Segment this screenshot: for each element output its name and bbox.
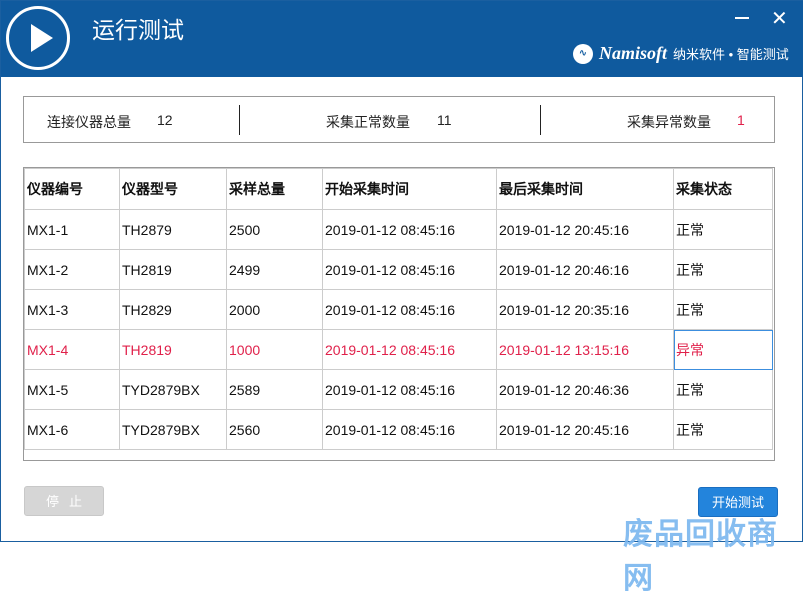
cell-start-time[interactable]: 2019-01-12 08:45:16 xyxy=(322,289,497,330)
cell-last-time[interactable]: 2019-01-12 20:46:16 xyxy=(496,249,674,290)
brand-tagline: 纳米软件 • 智能测试 xyxy=(673,47,789,62)
cell-samples[interactable]: 1000 xyxy=(226,329,323,370)
cell-start-time[interactable]: 2019-01-12 08:45:16 xyxy=(322,369,497,410)
play-icon xyxy=(6,6,70,70)
brand-logo: Namisoft xyxy=(599,43,668,63)
instrument-table: 仪器编号 仪器型号 采样总量 开始采集时间 最后采集时间 采集状态 MX1-1 T… xyxy=(23,167,775,461)
table-row[interactable]: MX1-1 TH2879 2500 2019-01-12 08:45:16 2019-0… xyxy=(24,209,773,250)
cell-last-time[interactable]: 2019-01-12 20:45:16 xyxy=(496,209,674,250)
table-row[interactable]: MX1-2 TH2819 2499 2019-01-12 08:45:16 2019-0… xyxy=(24,249,773,290)
cell-last-time[interactable]: 2019-01-12 20:46:36 xyxy=(496,369,674,410)
cell-samples[interactable]: 2589 xyxy=(226,369,323,410)
header-last-time[interactable]: 最后采集时间 xyxy=(496,168,674,210)
cell-status[interactable]: 异常 xyxy=(673,329,773,370)
table-row[interactable]: MX1-5 TYD2879BX 2589 2019-01-12 08:45:16 201… xyxy=(24,369,773,410)
close-button[interactable]: ✕ xyxy=(771,8,788,30)
cell-id[interactable]: MX1-1 xyxy=(24,209,120,250)
cell-id[interactable]: MX1-4 xyxy=(24,329,120,370)
header-model[interactable]: 仪器型号 xyxy=(119,168,227,210)
cell-status[interactable]: 正常 xyxy=(673,249,773,290)
table-row[interactable]: MX1-4 TH2819 1000 2019-01-12 08:45:16 2019-0… xyxy=(24,329,773,370)
cell-samples[interactable]: 2500 xyxy=(226,209,323,250)
divider xyxy=(239,105,240,135)
cell-model[interactable]: TYD2879BX xyxy=(119,409,227,450)
header-start-time[interactable]: 开始采集时间 xyxy=(322,168,497,210)
header-status[interactable]: 采集状态 xyxy=(673,168,773,210)
title-bar: 运行测试 ✕ ∿ Namisoft 纳米软件 • 智能测试 xyxy=(1,1,803,77)
cell-last-time[interactable]: 2019-01-12 20:45:16 xyxy=(496,409,674,450)
cell-status[interactable]: 正常 xyxy=(673,209,773,250)
cell-id[interactable]: MX1-3 xyxy=(24,289,120,330)
cell-samples[interactable]: 2560 xyxy=(226,409,323,450)
table-header: 仪器编号 仪器型号 采样总量 开始采集时间 最后采集时间 采集状态 xyxy=(24,168,773,210)
cell-start-time[interactable]: 2019-01-12 08:45:16 xyxy=(322,409,497,450)
start-test-button[interactable]: 开始测试 xyxy=(698,487,778,517)
cell-model[interactable]: TH2829 xyxy=(119,289,227,330)
namisoft-logo-icon: ∿ xyxy=(573,43,593,64)
cell-model[interactable]: TYD2879BX xyxy=(119,369,227,410)
cell-status[interactable]: 正常 xyxy=(673,409,773,450)
minimize-button[interactable] xyxy=(735,9,751,25)
cell-start-time[interactable]: 2019-01-12 08:45:16 xyxy=(322,249,497,290)
cell-last-time[interactable]: 2019-01-12 20:35:16 xyxy=(496,289,674,330)
cell-model[interactable]: TH2819 xyxy=(119,329,227,370)
summary-panel: 连接仪器总量 12 采集正常数量 11 采集异常数量 1 xyxy=(23,96,775,143)
table-row[interactable]: MX1-6 TYD2879BX 2560 2019-01-12 08:45:16 201… xyxy=(24,409,773,450)
brand: ∿ Namisoft 纳米软件 • 智能测试 xyxy=(573,43,789,64)
divider xyxy=(540,105,541,135)
cell-start-time[interactable]: 2019-01-12 08:45:16 xyxy=(322,209,497,250)
watermark: 废品回收商网 xyxy=(623,518,778,595)
cell-start-time[interactable]: 2019-01-12 08:45:16 xyxy=(322,329,497,370)
normal-label: 采集正常数量 xyxy=(326,114,410,130)
cell-samples[interactable]: 2499 xyxy=(226,249,323,290)
cell-status[interactable]: 正常 xyxy=(673,369,773,410)
cell-samples[interactable]: 2000 xyxy=(226,289,323,330)
connected-value: 12 xyxy=(157,112,173,128)
normal-value: 11 xyxy=(437,112,452,128)
cell-id[interactable]: MX1-6 xyxy=(24,409,120,450)
abnormal-value: 1 xyxy=(737,112,745,128)
table-row[interactable]: MX1-3 TH2829 2000 2019-01-12 08:45:16 2019-0… xyxy=(24,289,773,330)
cell-id[interactable]: MX1-2 xyxy=(24,249,120,290)
window-title: 运行测试 xyxy=(92,17,184,43)
header-samples[interactable]: 采样总量 xyxy=(226,168,323,210)
header-id[interactable]: 仪器编号 xyxy=(24,168,120,210)
cell-model[interactable]: TH2879 xyxy=(119,209,227,250)
abnormal-label: 采集异常数量 xyxy=(627,114,711,130)
cell-id[interactable]: MX1-5 xyxy=(24,369,120,410)
stop-button[interactable]: 停止 xyxy=(24,486,104,516)
cell-status[interactable]: 正常 xyxy=(673,289,773,330)
connected-label: 连接仪器总量 xyxy=(47,114,131,130)
cell-model[interactable]: TH2819 xyxy=(119,249,227,290)
cell-last-time[interactable]: 2019-01-12 13:15:16 xyxy=(496,329,674,370)
